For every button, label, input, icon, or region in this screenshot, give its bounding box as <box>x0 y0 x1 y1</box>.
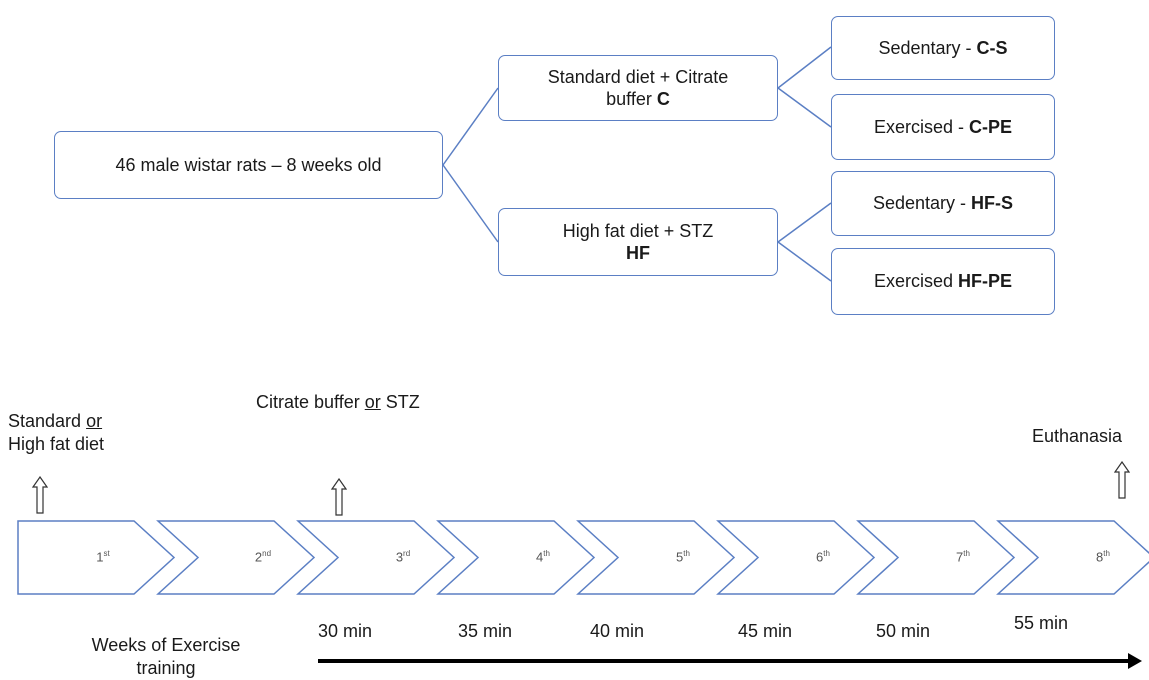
event-diet-label: Standard or High fat diet <box>8 410 104 455</box>
week-number: 8 <box>1096 549 1104 565</box>
week-label: 1st <box>73 549 133 564</box>
week-label: 6th <box>793 549 853 564</box>
week-chevron <box>856 520 1016 595</box>
week-chevron <box>17 520 176 595</box>
duration-label: 45 min <box>738 621 793 641</box>
week-label: 7th <box>933 549 993 564</box>
root-label: 46 male wistar rats – 8 weeks old <box>115 154 382 175</box>
group-hf-box: High fat diet + STZ HF <box>498 208 778 276</box>
subgroup-hf-pe-box: Exercised HF-PE <box>831 248 1055 315</box>
week-suffix: nd <box>262 549 272 558</box>
week-chevron <box>436 520 596 595</box>
week-label: 8th <box>1073 549 1133 564</box>
duration-label: 30 min <box>318 621 373 641</box>
week-number: 4 <box>536 549 544 565</box>
subgroup-hf-pe-prefix: Exercised <box>873 271 959 292</box>
week-number: 2 <box>254 549 263 565</box>
training-arrow-head <box>1128 653 1142 669</box>
event-euthanasia-label: Euthanasia <box>1032 426 1123 446</box>
subgroup-c-pe-prefix: Exercised - <box>873 116 969 137</box>
group-c-code: C <box>656 89 670 109</box>
week-number: 5 <box>676 549 684 565</box>
subgroup-c-pe-code: C-PE <box>969 116 1013 137</box>
axis-label-line2: training <box>136 657 196 678</box>
week-suffix: th <box>823 549 830 558</box>
group-hf-line1: High fat diet + STZ <box>562 220 714 241</box>
root-box: 46 male wistar rats – 8 weeks old <box>54 131 443 199</box>
event-inj-b: STZ <box>380 392 420 412</box>
week-chevron <box>716 520 876 595</box>
week-label: 2nd <box>233 549 293 564</box>
event-diet-b: High fat diet <box>8 433 105 454</box>
subgroup-c-pe-box: Exercised - C-PE <box>831 94 1055 160</box>
group-hf-code: HF <box>625 243 650 263</box>
duration-label: 40 min <box>590 621 645 641</box>
up-arrow-icon <box>331 478 347 516</box>
group-c-line2: buffer <box>606 89 657 109</box>
week-chevrons <box>17 520 1149 595</box>
connector-hf-top <box>777 202 832 243</box>
week-label: 3rd <box>373 549 433 564</box>
subgroup-c-s-prefix: Sedentary - <box>878 37 977 58</box>
event-diet-or: or <box>86 411 103 431</box>
subgroup-hf-s-box: Sedentary - HF-S <box>831 171 1055 236</box>
duration-label: 35 min <box>458 621 513 641</box>
week-chevron <box>296 520 456 595</box>
subgroup-c-s-box: Sedentary - C-S <box>831 16 1055 80</box>
up-arrow-icon <box>1114 461 1130 499</box>
subgroup-hf-s-prefix: Sedentary - <box>872 193 972 214</box>
week-number: 6 <box>816 549 824 565</box>
week-chevron <box>156 520 316 595</box>
subgroup-c-s-code: C-S <box>976 37 1008 58</box>
connector-c-bottom <box>777 87 832 128</box>
axis-label-line1: Weeks of Exercise <box>91 635 241 655</box>
week-suffix: st <box>103 549 110 558</box>
event-inj-or: or <box>364 392 381 412</box>
subgroup-hf-pe-code: HF-PE <box>958 271 1013 292</box>
duration-label: 50 min <box>876 621 931 641</box>
event-inj-a: Citrate buffer <box>256 392 365 412</box>
up-arrow-icon <box>32 476 48 514</box>
week-suffix: th <box>963 549 970 558</box>
week-suffix: rd <box>403 549 411 558</box>
week-suffix: th <box>683 549 690 558</box>
event-injection-label: Citrate buffer or STZ <box>256 391 420 414</box>
group-c-box: Standard diet + Citrate buffer C <box>498 55 778 121</box>
week-chevron <box>576 520 736 595</box>
group-c-line1: Standard diet + Citrate <box>547 66 729 87</box>
axis-label: Weeks of Exercise training <box>66 634 266 679</box>
connector-root-bottom <box>442 164 499 243</box>
connector-hf-bottom <box>777 241 832 282</box>
week-number: 3 <box>395 549 404 565</box>
week-number: 7 <box>956 549 964 565</box>
training-arrow <box>318 653 1142 669</box>
event-diet-a: Standard <box>8 411 87 431</box>
connector-c-top <box>777 46 832 89</box>
week-number: 1 <box>96 549 104 565</box>
week-label: 4th <box>513 549 573 564</box>
subgroup-hf-s-code: HF-S <box>971 193 1014 214</box>
week-label: 5th <box>653 549 713 564</box>
week-suffix: th <box>1103 549 1110 558</box>
connector-root-top <box>442 87 499 166</box>
duration-label: 55 min <box>1014 613 1069 633</box>
week-chevron <box>996 520 1149 595</box>
week-suffix: th <box>543 549 550 558</box>
